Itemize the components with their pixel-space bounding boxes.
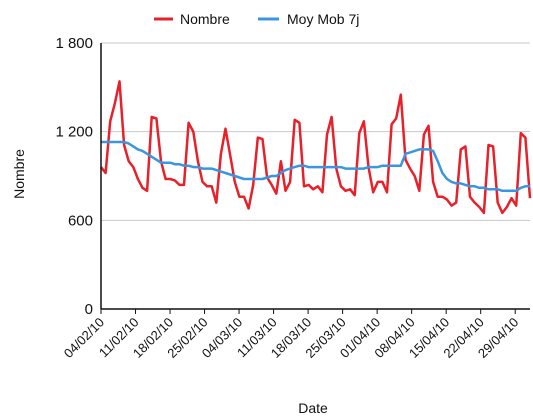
x-axis-title: Date bbox=[298, 400, 328, 416]
legend-label-moy-mob-7j: Moy Mob 7j bbox=[287, 11, 359, 27]
series-lines bbox=[100, 80, 532, 215]
axes bbox=[100, 43, 530, 310]
series-line-moy-mob-7j bbox=[101, 140, 530, 193]
y-axis-title: Nombre bbox=[11, 149, 27, 199]
x-axis-ticks: 04/02/1011/02/1018/02/1025/02/1004/03/10… bbox=[61, 309, 521, 361]
y-tick-label: 1 800 bbox=[55, 35, 93, 52]
series-line-nombre bbox=[100, 80, 532, 215]
y-tick-label: 1 200 bbox=[55, 124, 93, 141]
legend-label-nombre: Nombre bbox=[180, 11, 230, 27]
y-tick-label: 600 bbox=[68, 212, 93, 229]
y-tick-label: 0 bbox=[85, 301, 93, 318]
y-axis-ticks: 0 600 1 200 1 800 bbox=[55, 35, 93, 318]
legend: Nombre Moy Mob 7j bbox=[154, 11, 359, 27]
gridlines bbox=[101, 42, 530, 221]
